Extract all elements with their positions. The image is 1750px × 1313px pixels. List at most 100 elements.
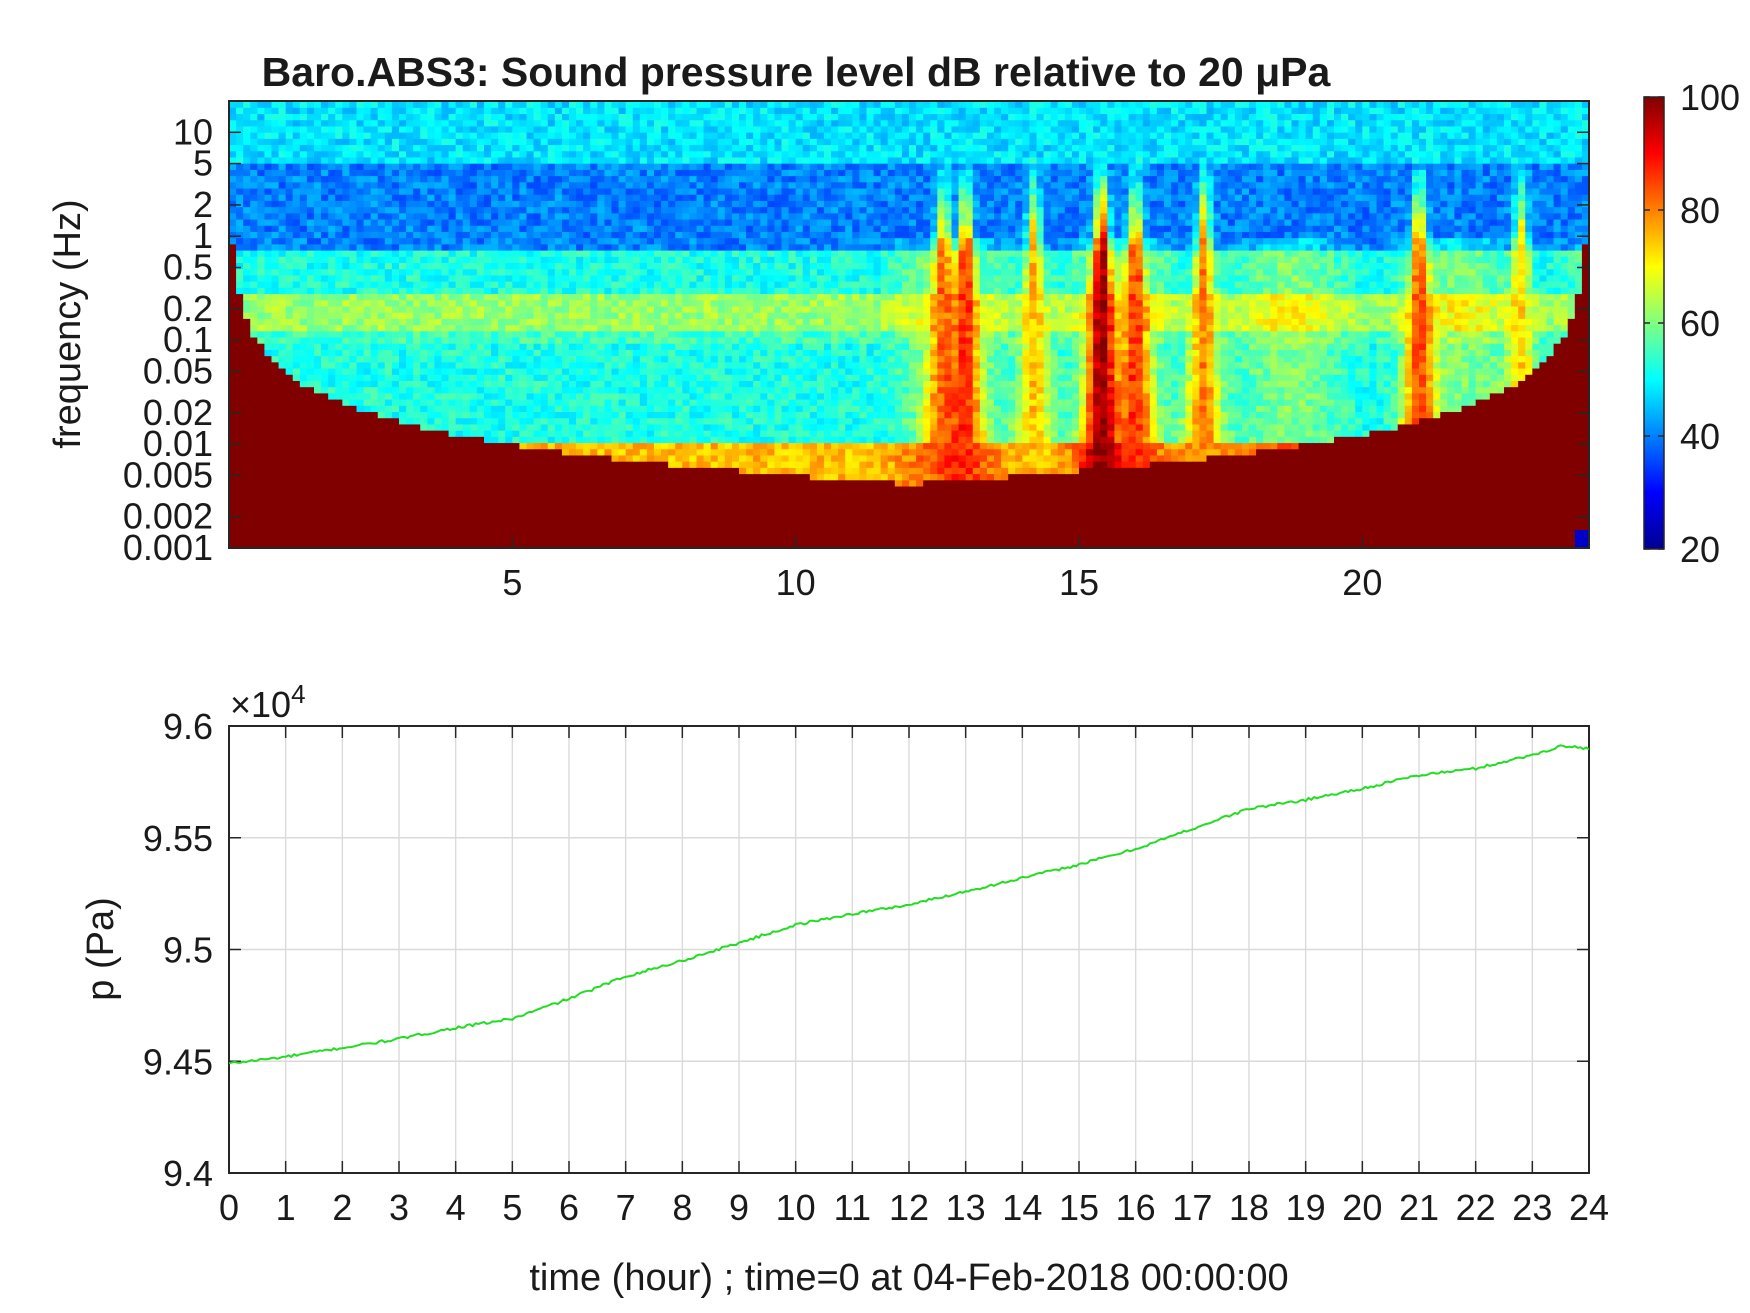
heatmap-cell	[469, 405, 478, 413]
heatmap-cell	[427, 461, 436, 468]
heatmap-cell	[292, 237, 301, 245]
heatmap-cell	[696, 417, 705, 425]
heatmap-cell	[292, 343, 301, 350]
heatmap-cell	[399, 417, 407, 425]
heatmap-cell	[292, 516, 301, 524]
heatmap-cell	[236, 436, 244, 444]
heatmap-cell	[250, 454, 258, 462]
heatmap-cell	[476, 467, 485, 475]
heatmap-cell	[611, 516, 620, 524]
heatmap-cell	[328, 305, 336, 313]
heatmap-cell	[391, 225, 400, 232]
heatmap-cell	[519, 448, 528, 456]
heatmap-cell	[491, 305, 499, 313]
heatmap-cell	[406, 163, 414, 170]
heatmap-cell	[710, 132, 719, 139]
heatmap-cell	[682, 212, 691, 220]
heatmap-cell	[696, 386, 705, 394]
heatmap-cell	[540, 392, 549, 400]
heatmap-cell	[533, 541, 542, 549]
heatmap-cell	[236, 442, 244, 450]
heatmap-cell	[547, 274, 556, 282]
heatmap-cell	[243, 101, 251, 108]
heatmap-cell	[399, 293, 407, 301]
heatmap-cell	[448, 299, 457, 307]
heatmap-cell	[689, 386, 698, 394]
heatmap-cell	[434, 163, 443, 170]
heatmap-cell	[328, 461, 336, 468]
heatmap-cell	[675, 274, 683, 282]
heatmap-cell	[526, 448, 535, 456]
heatmap-cell	[540, 125, 549, 133]
heatmap-cell	[569, 268, 577, 276]
heatmap-cell	[264, 163, 273, 170]
heatmap-cell	[618, 436, 627, 444]
heatmap-cell	[696, 225, 705, 232]
heatmap-cell	[406, 218, 414, 226]
heatmap-cell	[668, 485, 676, 493]
heatmap-cell	[406, 374, 414, 381]
heatmap-cell	[646, 367, 655, 375]
heatmap-cell	[455, 380, 464, 388]
heatmap-cell	[370, 448, 379, 456]
heatmap-cell	[377, 225, 386, 232]
heatmap-cell	[356, 218, 365, 226]
heatmap-cell	[625, 243, 634, 251]
heatmap-cell	[455, 299, 464, 307]
heatmap-cell	[229, 281, 237, 288]
heatmap-cell	[639, 113, 648, 121]
heatmap-cell	[505, 523, 513, 530]
heatmap-cell	[427, 181, 436, 189]
heatmap-cell	[498, 125, 506, 133]
heatmap-cell	[292, 498, 301, 506]
heatmap-cell	[682, 150, 691, 158]
heatmap-cell	[399, 392, 407, 400]
heatmap-cell	[611, 305, 620, 313]
heatmap-cell	[675, 237, 683, 245]
heatmap-cell	[583, 107, 591, 115]
heatmap-cell	[498, 231, 506, 239]
heatmap-cell	[306, 237, 315, 245]
heatmap-cell	[278, 194, 287, 201]
heatmap-cell	[639, 200, 648, 208]
heatmap-cell	[604, 281, 613, 288]
heatmap-cell	[547, 250, 556, 257]
heatmap-cell	[257, 442, 266, 450]
heatmap-cell	[292, 392, 301, 400]
heatmap-cell	[299, 343, 308, 350]
heatmap-cell	[639, 218, 648, 226]
heatmap-cell	[420, 473, 428, 481]
heatmap-cell	[455, 535, 464, 543]
heatmap-cell	[668, 318, 676, 326]
heatmap-cell	[314, 169, 322, 177]
heatmap-cell	[484, 175, 492, 183]
heatmap-cell	[703, 492, 712, 499]
heatmap-cell	[675, 461, 683, 468]
heatmap-cell	[576, 138, 584, 146]
heatmap-cell	[236, 355, 244, 363]
heatmap-cell	[356, 330, 365, 338]
heatmap-cell	[604, 218, 613, 226]
heatmap-cell	[476, 405, 485, 413]
heatmap-cell	[625, 330, 634, 338]
heatmap-cell	[278, 144, 287, 152]
heatmap-cell	[682, 125, 691, 133]
heatmap-cell	[455, 312, 464, 319]
heatmap-cell	[597, 324, 606, 332]
heatmap-cell	[710, 374, 719, 381]
heatmap-cell	[356, 144, 365, 152]
heatmap-cell	[611, 212, 620, 220]
heatmap-cell	[370, 206, 379, 214]
heatmap-cell	[547, 467, 556, 475]
heatmap-cell	[377, 510, 386, 518]
heatmap-cell	[441, 386, 450, 394]
heatmap-cell	[299, 101, 308, 108]
heatmap-cell	[257, 144, 266, 152]
heatmap-cell	[512, 423, 521, 431]
heatmap-cell	[519, 479, 528, 487]
heatmap-cell	[349, 144, 358, 152]
heatmap-cell	[675, 529, 683, 537]
heatmap-cell	[476, 194, 485, 201]
heatmap-cell	[434, 399, 443, 406]
heatmap-cell	[682, 336, 691, 344]
